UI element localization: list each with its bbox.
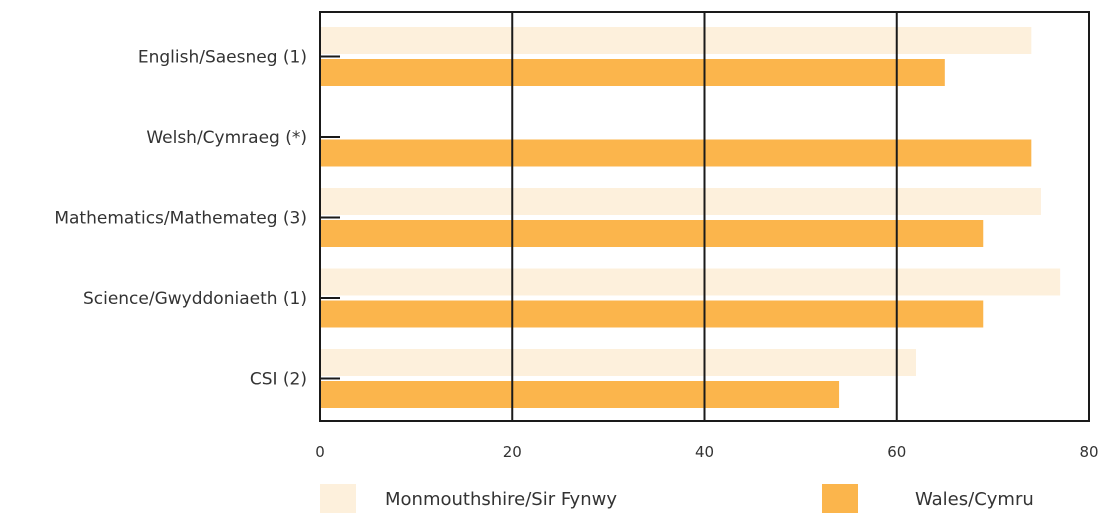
x-tick-label: 40 [695, 443, 714, 461]
bar-series2-3 [320, 300, 984, 328]
x-tick-label: 60 [887, 443, 906, 461]
bar-series2-2 [320, 220, 984, 247]
legend-swatch [822, 484, 858, 513]
category-label: English/Saesneg (1) [138, 48, 307, 68]
x-tick-label: 20 [503, 443, 522, 461]
category-label: Mathematics/Mathemateg (3) [54, 209, 307, 229]
grid-layer [511, 12, 898, 421]
legend: Monmouthshire/Sir Fynwy Wales/Cymru [320, 484, 1034, 513]
legend-label: Wales/Cymru [915, 489, 1034, 510]
category-axis: English/Saesneg (1) Welsh/Cymraeg (*) Math… [54, 48, 340, 390]
legend-swatch [320, 484, 356, 513]
category-label: Welsh/Cymraeg (*) [146, 128, 307, 148]
bar-series2-1 [320, 139, 1032, 167]
category-label: Science/Gwyddoniaeth (1) [83, 289, 307, 309]
bar-series1-4 [320, 349, 916, 376]
category-label: CSI (2) [250, 370, 307, 390]
value-axis: 0 20 40 60 80 [315, 443, 1098, 461]
bar-series1-2 [320, 188, 1041, 215]
bar-series2-4 [320, 381, 840, 408]
bar-series2-0 [320, 59, 945, 86]
bars-layer [320, 27, 1061, 408]
bar-series1-3 [320, 268, 1061, 296]
legend-label: Monmouthshire/Sir Fynwy [385, 489, 617, 510]
x-tick-label: 0 [315, 443, 325, 461]
bar-series1-0 [320, 27, 1032, 54]
x-tick-label: 80 [1079, 443, 1098, 461]
